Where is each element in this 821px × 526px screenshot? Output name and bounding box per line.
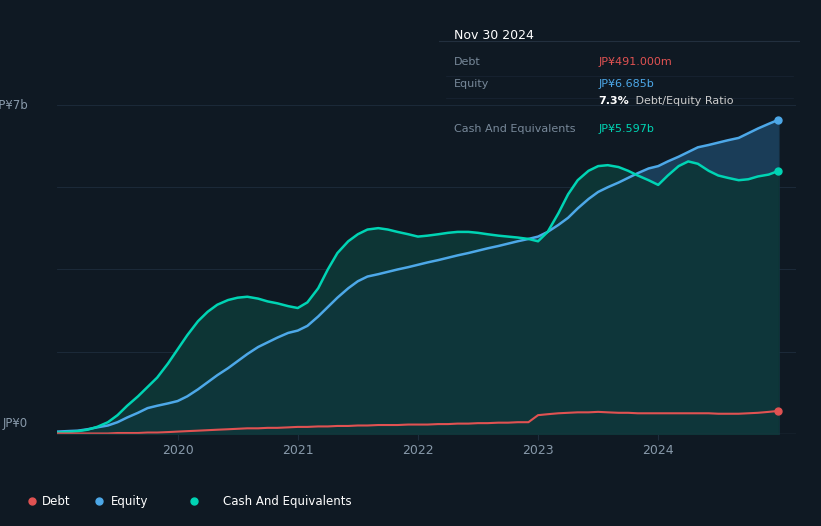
Text: Cash And Equivalents: Cash And Equivalents: [454, 124, 576, 134]
Text: Debt: Debt: [42, 494, 71, 508]
Text: Nov 30 2024: Nov 30 2024: [454, 28, 534, 42]
Text: JP¥0: JP¥0: [2, 418, 28, 430]
Text: JP¥7b: JP¥7b: [0, 98, 28, 112]
Text: JP¥5.597b: JP¥5.597b: [599, 124, 654, 134]
Text: Debt: Debt: [454, 57, 480, 67]
Text: Debt/Equity Ratio: Debt/Equity Ratio: [632, 96, 734, 106]
Text: Equity: Equity: [111, 494, 149, 508]
Text: 7.3%: 7.3%: [599, 96, 629, 106]
Text: JP¥6.685b: JP¥6.685b: [599, 79, 654, 89]
Text: Equity: Equity: [454, 79, 489, 89]
Text: JP¥491.000m: JP¥491.000m: [599, 57, 672, 67]
Text: Cash And Equivalents: Cash And Equivalents: [223, 494, 351, 508]
